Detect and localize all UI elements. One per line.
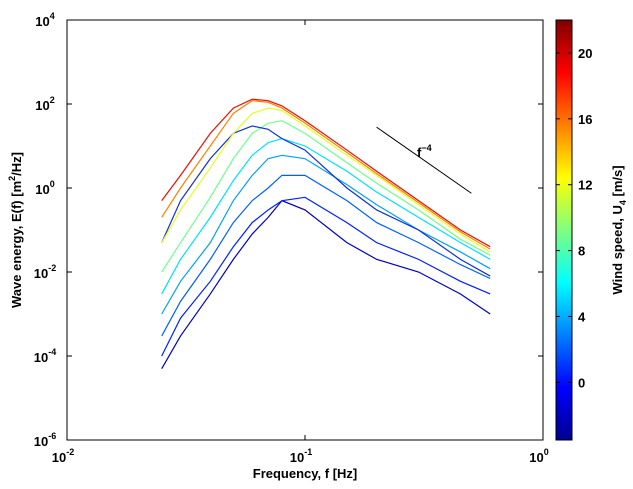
tick-exp: 0: [544, 447, 549, 457]
tick-base: 10: [35, 98, 49, 113]
tick-label: 10-4: [34, 347, 56, 365]
tick-label: 10-6: [34, 431, 56, 449]
colorbar-tick-label: 20: [578, 46, 592, 61]
colorbar-tick-label: 8: [578, 244, 585, 259]
tick-exp: 0: [50, 179, 55, 189]
tick-base: 10: [35, 182, 49, 197]
colorbar-tick-label: 0: [578, 375, 585, 390]
tick-base: 10: [529, 450, 543, 465]
spectrum-line: [161, 120, 491, 273]
tick-base: 10: [34, 434, 48, 449]
tick-label: 104: [35, 11, 54, 29]
reference-line: [376, 126, 472, 194]
spectrum-line: [161, 100, 491, 250]
tick-label: 10-1: [290, 447, 312, 465]
tick-exp: -2: [66, 447, 74, 457]
y-label-sup: 2: [7, 176, 17, 181]
y-label-part: /Hz]: [9, 152, 24, 176]
spectrum-line: [161, 125, 491, 277]
colorbar-label: Wind speed, U4 [m/s]: [610, 165, 628, 294]
tick-label: 102: [35, 95, 54, 113]
tick-base: 10: [35, 14, 49, 29]
cbar-label-part: [m/s]: [610, 165, 625, 200]
tick-base: 10: [290, 450, 304, 465]
annotation-exp: −4: [421, 143, 431, 153]
spectrum-line: [161, 196, 491, 357]
x-axis-label: Frequency, f [Hz]: [253, 466, 358, 481]
y-label-part: Wave energy, E(f) [m: [9, 181, 24, 308]
annotation-base: f: [417, 145, 422, 160]
tick-exp: -4: [48, 347, 56, 357]
annotation: f−4: [417, 143, 432, 160]
tick-label: 100: [35, 179, 54, 197]
colorbar-tick-label: 12: [578, 178, 592, 193]
colorbar-tick-label: 4: [578, 309, 586, 324]
tick-label: 100: [529, 447, 548, 465]
tick-exp: 2: [50, 95, 55, 105]
tick-exp: -6: [48, 431, 56, 441]
colorbar: [555, 19, 573, 441]
y-axis-label: Wave energy, E(f) [m2/Hz]: [7, 152, 24, 308]
series-group: [161, 98, 491, 369]
tick-base: 10: [34, 350, 48, 365]
tick-label: 10-2: [34, 263, 56, 281]
spectrum-line: [161, 174, 491, 337]
tick-exp: 4: [50, 11, 55, 21]
tick-label: 10-2: [52, 447, 74, 465]
spectrum-line: [161, 98, 491, 248]
tick-exp: -1: [304, 447, 312, 457]
tick-base: 10: [52, 450, 66, 465]
spectrum-line: [161, 107, 491, 253]
colorbar-tick-label: 16: [578, 112, 592, 127]
cbar-label-sub: 4: [618, 200, 628, 205]
tick-exp: -2: [48, 263, 56, 273]
tick-base: 10: [34, 266, 48, 281]
cbar-label-part: Wind speed, U: [610, 205, 625, 294]
plot-area: [66, 19, 544, 441]
